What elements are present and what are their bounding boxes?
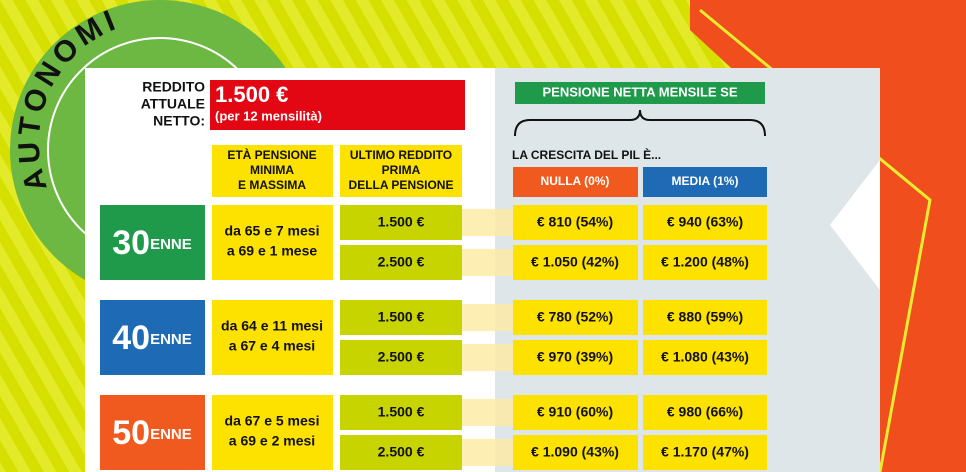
medium-box <box>643 167 767 197</box>
income-cell <box>340 300 462 335</box>
orange-shape <box>690 0 966 472</box>
value-cell <box>643 205 767 240</box>
pension-zero: € 1.050 (42%) <box>531 254 619 270</box>
income-cell <box>340 340 462 375</box>
income-amount: 1.500 € <box>215 82 288 107</box>
age-number: 50 <box>112 414 150 452</box>
age-range: a 69 e 1 mese <box>227 243 318 259</box>
income-box <box>210 80 465 130</box>
income-label: NETTO: <box>153 113 205 129</box>
pension-box <box>515 82 765 104</box>
age-range: a 67 e 4 mesi <box>229 338 315 354</box>
gdp-header: LA CRESCITA DEL PIL È... <box>512 147 661 162</box>
age-suffix: ENNE <box>150 236 192 253</box>
pension-zero: € 780 (52%) <box>537 309 613 325</box>
last-income: 1.500 € <box>378 404 425 420</box>
connector <box>462 439 513 466</box>
value-cell <box>513 300 638 335</box>
connector <box>462 209 513 236</box>
pension-medium: € 1.080 (43%) <box>661 349 749 365</box>
income-cell <box>340 205 462 240</box>
column-header: E MASSIMA <box>238 178 306 192</box>
value-cell <box>513 245 638 280</box>
column-header: ETÀ PENSIONE <box>227 147 316 162</box>
zero-box <box>513 167 638 197</box>
column-header: MINIMA <box>250 163 294 177</box>
last-income: 1.500 € <box>378 214 425 230</box>
value-cell <box>513 205 638 240</box>
last-income: 1.500 € <box>378 309 425 325</box>
income-label: ATTUALE <box>141 96 205 112</box>
age-suffix: ENNE <box>150 426 192 443</box>
value-cell <box>643 435 767 470</box>
income-label: REDDITO <box>142 79 205 95</box>
last-income: 2.500 € <box>378 444 425 460</box>
income-note: (per 12 mensilità) <box>215 108 322 123</box>
value-cell <box>513 340 638 375</box>
range-box <box>212 205 333 280</box>
medium-header: MEDIA (1%) <box>672 174 739 188</box>
age-number: 30 <box>112 224 150 262</box>
last-income: 2.500 € <box>378 349 425 365</box>
connector <box>462 344 513 371</box>
zero-header: NULLA (0%) <box>541 174 610 188</box>
income-cell <box>340 395 462 430</box>
column-header: DELLA PENSIONE <box>349 178 454 192</box>
age-box <box>100 395 205 470</box>
column-header: ULTIMO REDDITO <box>350 148 452 162</box>
value-cell <box>643 340 767 375</box>
pension-medium: € 1.200 (48%) <box>661 254 749 270</box>
last-income: 2.500 € <box>378 254 425 270</box>
range-box <box>212 300 333 375</box>
range-box <box>212 395 333 470</box>
age-label: 30ENNE <box>112 224 192 262</box>
connector <box>462 249 513 276</box>
value-cell <box>513 395 638 430</box>
connector <box>462 304 513 331</box>
age-label: 50ENNE <box>112 414 192 452</box>
pension-zero: € 1.090 (43%) <box>531 444 619 460</box>
header-box <box>212 145 333 197</box>
age-box <box>100 205 205 280</box>
age-range: da 64 e 11 mesi <box>221 318 323 334</box>
value-cell <box>643 300 767 335</box>
age-range: da 65 e 7 mesi <box>225 223 320 239</box>
age-box <box>100 300 205 375</box>
pension-zero: € 810 (54%) <box>537 214 613 230</box>
pension-medium: € 1.170 (47%) <box>661 444 749 460</box>
age-label: 40ENNE <box>112 319 192 357</box>
value-cell <box>643 245 767 280</box>
age-range: a 69 e 2 mesi <box>229 433 315 449</box>
pension-header: PENSIONE NETTA MENSILE SE <box>542 84 737 99</box>
pension-medium: € 880 (59%) <box>667 309 743 325</box>
pension-medium: € 940 (63%) <box>667 214 743 230</box>
age-range: da 67 e 5 mesi <box>225 413 320 429</box>
income-cell <box>340 435 462 470</box>
value-cell <box>513 435 638 470</box>
pension-zero: € 910 (60%) <box>537 404 613 420</box>
age-suffix: ENNE <box>150 331 192 348</box>
income-cell <box>340 245 462 280</box>
pension-medium: € 980 (66%) <box>667 404 743 420</box>
age-number: 40 <box>112 319 150 357</box>
column-header: PRIMA <box>382 163 421 177</box>
connector <box>462 399 513 426</box>
pension-zero: € 970 (39%) <box>537 349 613 365</box>
value-cell <box>643 395 767 430</box>
header-box <box>340 145 462 197</box>
brace <box>514 109 766 137</box>
